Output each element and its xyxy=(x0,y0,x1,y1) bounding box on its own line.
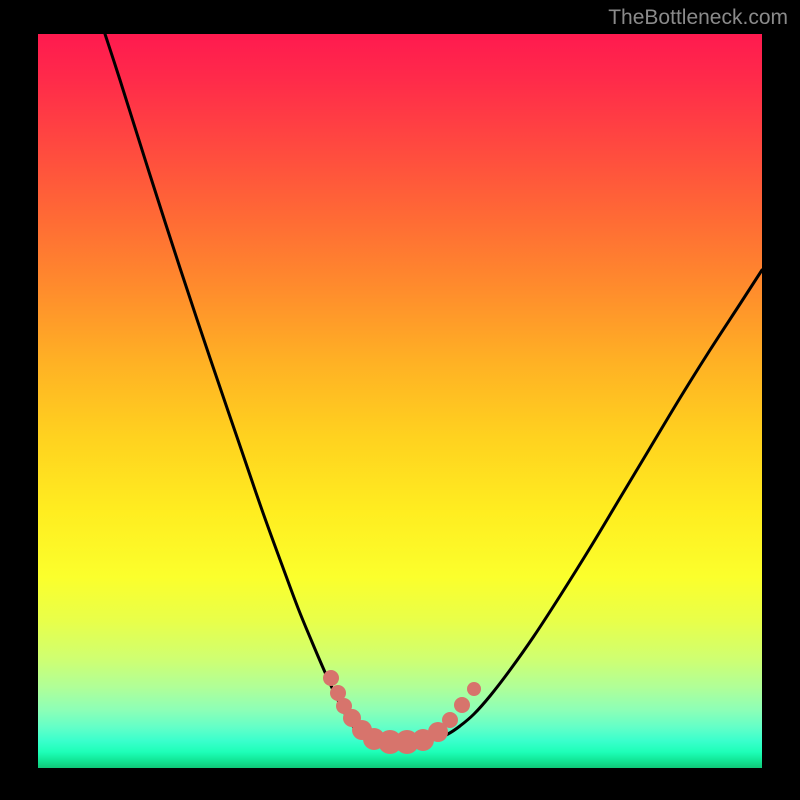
gradient-background xyxy=(0,0,800,800)
watermark-text: TheBottleneck.com xyxy=(608,6,788,30)
chart-container xyxy=(0,0,800,800)
